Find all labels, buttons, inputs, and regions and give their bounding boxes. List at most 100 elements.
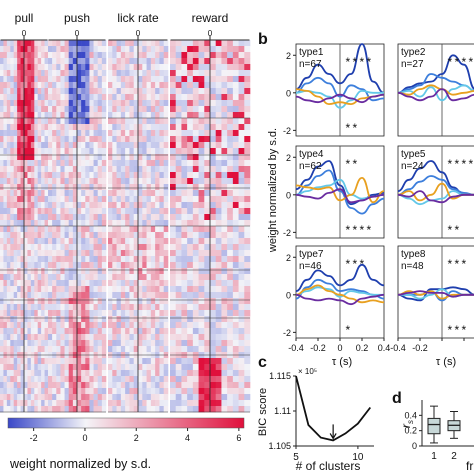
heatmap-cell xyxy=(146,148,152,155)
heatmap-cell xyxy=(60,202,65,209)
heatmap-cell xyxy=(170,310,177,317)
heatmap-cell xyxy=(227,46,234,53)
heatmap-cell xyxy=(93,46,99,53)
heatmap-cell xyxy=(77,178,82,185)
heatmap-cell xyxy=(37,232,42,239)
heatmap-cell xyxy=(0,52,4,59)
heatmap-cell xyxy=(142,286,147,293)
heatmap-cell xyxy=(44,388,49,395)
heatmap-cell xyxy=(17,88,21,95)
heatmap-cell xyxy=(187,286,194,293)
heatmap-cell xyxy=(155,334,160,341)
heatmap-cell xyxy=(0,124,4,131)
heatmap-cell xyxy=(13,184,18,191)
heatmap-cell xyxy=(181,220,188,227)
heatmap-cell xyxy=(163,178,169,185)
heatmap-cell xyxy=(3,40,8,47)
heatmap-cell xyxy=(48,316,53,323)
heatmap-cell xyxy=(244,394,251,401)
heatmap-cell xyxy=(30,220,35,227)
heatmap-cell xyxy=(48,88,53,95)
bic-ytick-label: 1.115 xyxy=(269,371,291,381)
heatmap-cell xyxy=(146,226,152,233)
heatmap-cell xyxy=(56,136,61,143)
heatmap-cell xyxy=(146,346,152,353)
heatmap-cell xyxy=(210,106,217,113)
heatmap-cell xyxy=(159,304,165,311)
heatmap-cell xyxy=(89,172,94,179)
heatmap-cell xyxy=(227,334,234,341)
heatmap-cell xyxy=(170,250,177,257)
heatmap-cell xyxy=(85,46,90,53)
heatmap-cell xyxy=(85,280,90,287)
heatmap-cell xyxy=(204,88,211,95)
heatmap-cell xyxy=(93,280,99,287)
heatmap-cell xyxy=(204,202,211,209)
heatmap-cell xyxy=(150,154,156,161)
heatmap-cell xyxy=(146,100,152,107)
heatmap-cell xyxy=(159,88,165,95)
heatmap-cell xyxy=(163,292,169,299)
heatmap-cell xyxy=(204,244,211,251)
heatmap-cell xyxy=(10,58,15,65)
heatmap-cell xyxy=(97,46,103,53)
heatmap-cell xyxy=(37,322,42,329)
heatmap-cell xyxy=(44,100,49,107)
heatmap-cell xyxy=(150,406,156,413)
heatmap-cell xyxy=(48,58,53,65)
heatmap-cell xyxy=(120,400,126,407)
heatmap-cell xyxy=(108,382,113,389)
kernel-series-line xyxy=(295,169,385,215)
heatmap-cell xyxy=(192,208,199,215)
heatmap-cell xyxy=(244,190,251,197)
heatmap-cell xyxy=(101,160,107,167)
heatmap-cell xyxy=(210,220,217,227)
heatmap-cell xyxy=(215,400,222,407)
heatmap-cell xyxy=(10,310,15,317)
heatmap-cell xyxy=(97,64,103,71)
heatmap-cell xyxy=(142,346,147,353)
heatmap-cell xyxy=(6,178,11,185)
heatmap-cell xyxy=(20,268,25,275)
heatmap-cell xyxy=(6,130,11,137)
heatmap-cell xyxy=(89,316,94,323)
heatmap-cell xyxy=(120,328,126,335)
heatmap-cell xyxy=(27,118,32,125)
heatmap-cell xyxy=(93,214,99,221)
heatmap-cell xyxy=(238,322,245,329)
heatmap-cell xyxy=(37,364,42,371)
heatmap-cell xyxy=(215,130,222,137)
heatmap-cell xyxy=(227,82,234,89)
heatmap-cell xyxy=(192,304,199,311)
heatmap-cell xyxy=(10,184,15,191)
heatmap-cell xyxy=(159,178,165,185)
heatmap-cell xyxy=(52,316,57,323)
heatmap-cell xyxy=(155,262,160,269)
heatmap-cell xyxy=(89,274,94,281)
heatmap-cell xyxy=(198,148,205,155)
heatmap-cell xyxy=(34,130,39,137)
heatmap-cell xyxy=(85,130,90,137)
heatmap-cell xyxy=(155,376,160,383)
heatmap-cell xyxy=(238,232,245,239)
heatmap-cell xyxy=(27,220,32,227)
heatmap-cell xyxy=(81,112,86,119)
heatmap-cell xyxy=(192,226,199,233)
heatmap-cell xyxy=(227,64,234,71)
heatmap-cell xyxy=(150,208,156,215)
heatmap-cell xyxy=(56,82,61,89)
heatmap-cell xyxy=(221,322,228,329)
heatmap-cell xyxy=(13,208,18,215)
heatmap-cell xyxy=(89,124,94,131)
heatmap-cell xyxy=(6,376,11,383)
heatmap-cell xyxy=(81,274,86,281)
heatmap-cell xyxy=(17,160,21,167)
heatmap-cell xyxy=(30,292,35,299)
heatmap-cell xyxy=(3,340,8,347)
heatmap-cell xyxy=(97,184,103,191)
heatmap-cell xyxy=(129,94,135,101)
heatmap-cell xyxy=(170,172,177,179)
heatmap-cell xyxy=(142,268,147,275)
heatmap-cell xyxy=(34,172,39,179)
significance-marker: * xyxy=(455,55,460,69)
